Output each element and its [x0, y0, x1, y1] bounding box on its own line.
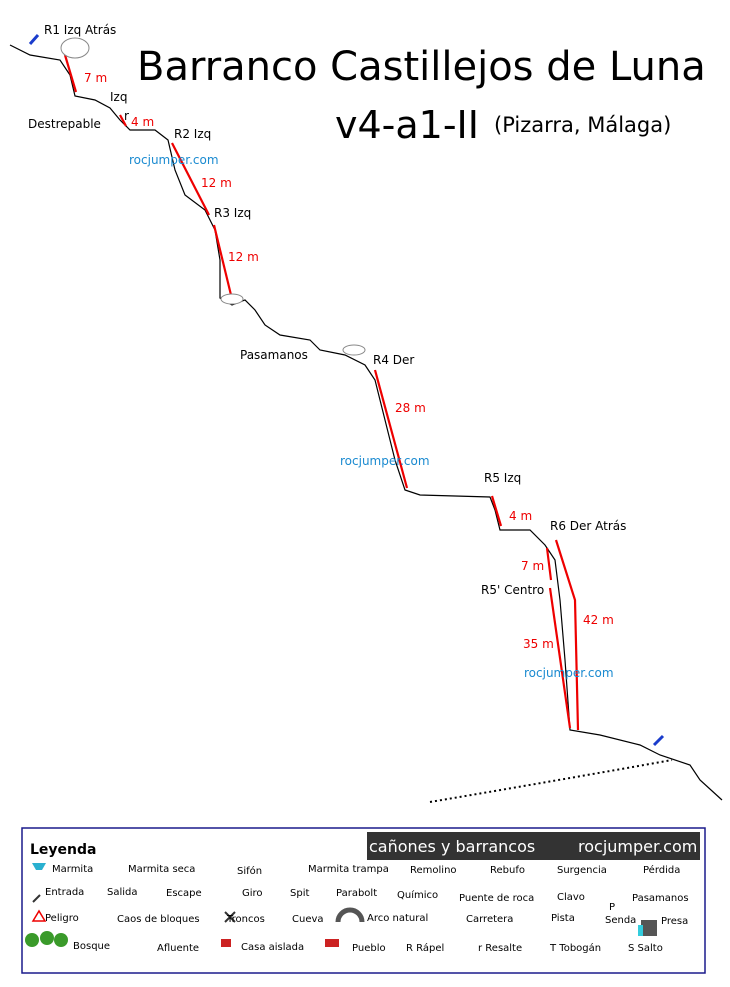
legend-item: Clavo: [557, 892, 585, 903]
legend-item: Remolino: [410, 865, 457, 876]
rappel-length: 4 m: [509, 509, 532, 523]
legend-item: Salida: [107, 887, 138, 898]
legend-item: Rebufo: [490, 865, 525, 876]
station-label: r: [124, 109, 129, 123]
legend-item: Bosque: [73, 941, 110, 952]
legend-item: Presa: [661, 916, 688, 927]
legend-item: Pasamanos: [632, 893, 689, 904]
legend-item: S Salto: [628, 943, 663, 954]
station-label: R4 Der: [373, 353, 414, 367]
rappel-length: 28 m: [395, 401, 426, 415]
station-label: Pasamanos: [240, 348, 308, 362]
legend-item: Puente de roca: [459, 893, 534, 904]
legend-item: Arco natural: [367, 913, 428, 924]
station-label: R1 Izq Atrás: [44, 23, 116, 37]
legend-item: P: [609, 902, 615, 913]
entry-icon: [28, 34, 40, 45]
legend-item: Sifón: [237, 865, 262, 877]
legend-item: Senda: [605, 915, 636, 926]
rappel-length: 7 m: [521, 559, 544, 573]
watermark: rocjumper.com: [524, 666, 614, 680]
exit-icon: [652, 734, 665, 747]
legend-title: Leyenda: [30, 842, 96, 858]
canyon-profile: [9, 44, 723, 801]
watermark: rocjumper.com: [340, 454, 430, 468]
banner-site: rocjumper.com: [578, 837, 697, 856]
legend-item: r Resalte: [478, 943, 522, 954]
track: [429, 759, 673, 803]
station-label: Destrepable: [28, 117, 101, 131]
legend-item: Parabolt: [336, 888, 377, 899]
block: [220, 293, 244, 305]
rappel-length: 12 m: [201, 176, 232, 190]
legend-item: Marmita: [52, 864, 93, 875]
legend-item: Pista: [551, 913, 575, 924]
rappel-length: 12 m: [228, 250, 259, 264]
rappel-length: 4 m: [131, 115, 154, 129]
block: [342, 344, 366, 356]
legend-item: Marmita trampa: [308, 864, 389, 875]
legend-item: Cueva: [292, 914, 324, 925]
legend-item: Pérdida: [643, 864, 680, 876]
legend-item: Casa aislada: [241, 942, 304, 953]
rappel-length: 35 m: [523, 637, 554, 651]
legend-item: Surgencia: [557, 865, 607, 876]
legend-item: Troncos: [226, 914, 265, 925]
watermark: rocjumper.com: [129, 153, 219, 167]
legend: Leyenda cañones y barrancos rocjumper.co…: [21, 827, 706, 974]
legend-item: Pueblo: [352, 943, 386, 954]
station-label: R2 Izq: [174, 127, 211, 141]
block: [60, 37, 90, 59]
legend-item: Peligro: [45, 913, 79, 924]
legend-item: Carretera: [466, 914, 513, 925]
legend-item: Entrada: [45, 887, 84, 898]
legend-item: Escape: [166, 888, 202, 899]
location: (Pizarra, Málaga): [494, 113, 671, 137]
legend-item: R Rápel: [406, 942, 444, 954]
title: Barranco Castillejos de Luna: [137, 44, 706, 90]
rappel-length: 42 m: [583, 613, 614, 627]
legend-item: Spit: [290, 888, 309, 899]
rappel-length: 7 m: [84, 71, 107, 85]
station-label: Izq: [110, 90, 127, 104]
rappels: [63, 54, 580, 731]
station-label: R6 Der Atrás: [550, 519, 626, 533]
station-label: R5' Centro: [481, 583, 544, 597]
legend-item: T Tobogán: [549, 942, 601, 954]
station-label: R3 Izq: [214, 206, 251, 220]
legend-item: Giro: [242, 888, 263, 899]
legend-item: Caos de bloques: [117, 914, 200, 925]
banner: cañones y barrancos: [369, 837, 535, 856]
station-label: R5 Izq: [484, 471, 521, 485]
legend-item: Afluente: [157, 943, 199, 954]
grade: v4-a1-II: [335, 103, 479, 147]
legend-item: Marmita seca: [128, 864, 195, 875]
legend-item: Químico: [397, 889, 438, 901]
